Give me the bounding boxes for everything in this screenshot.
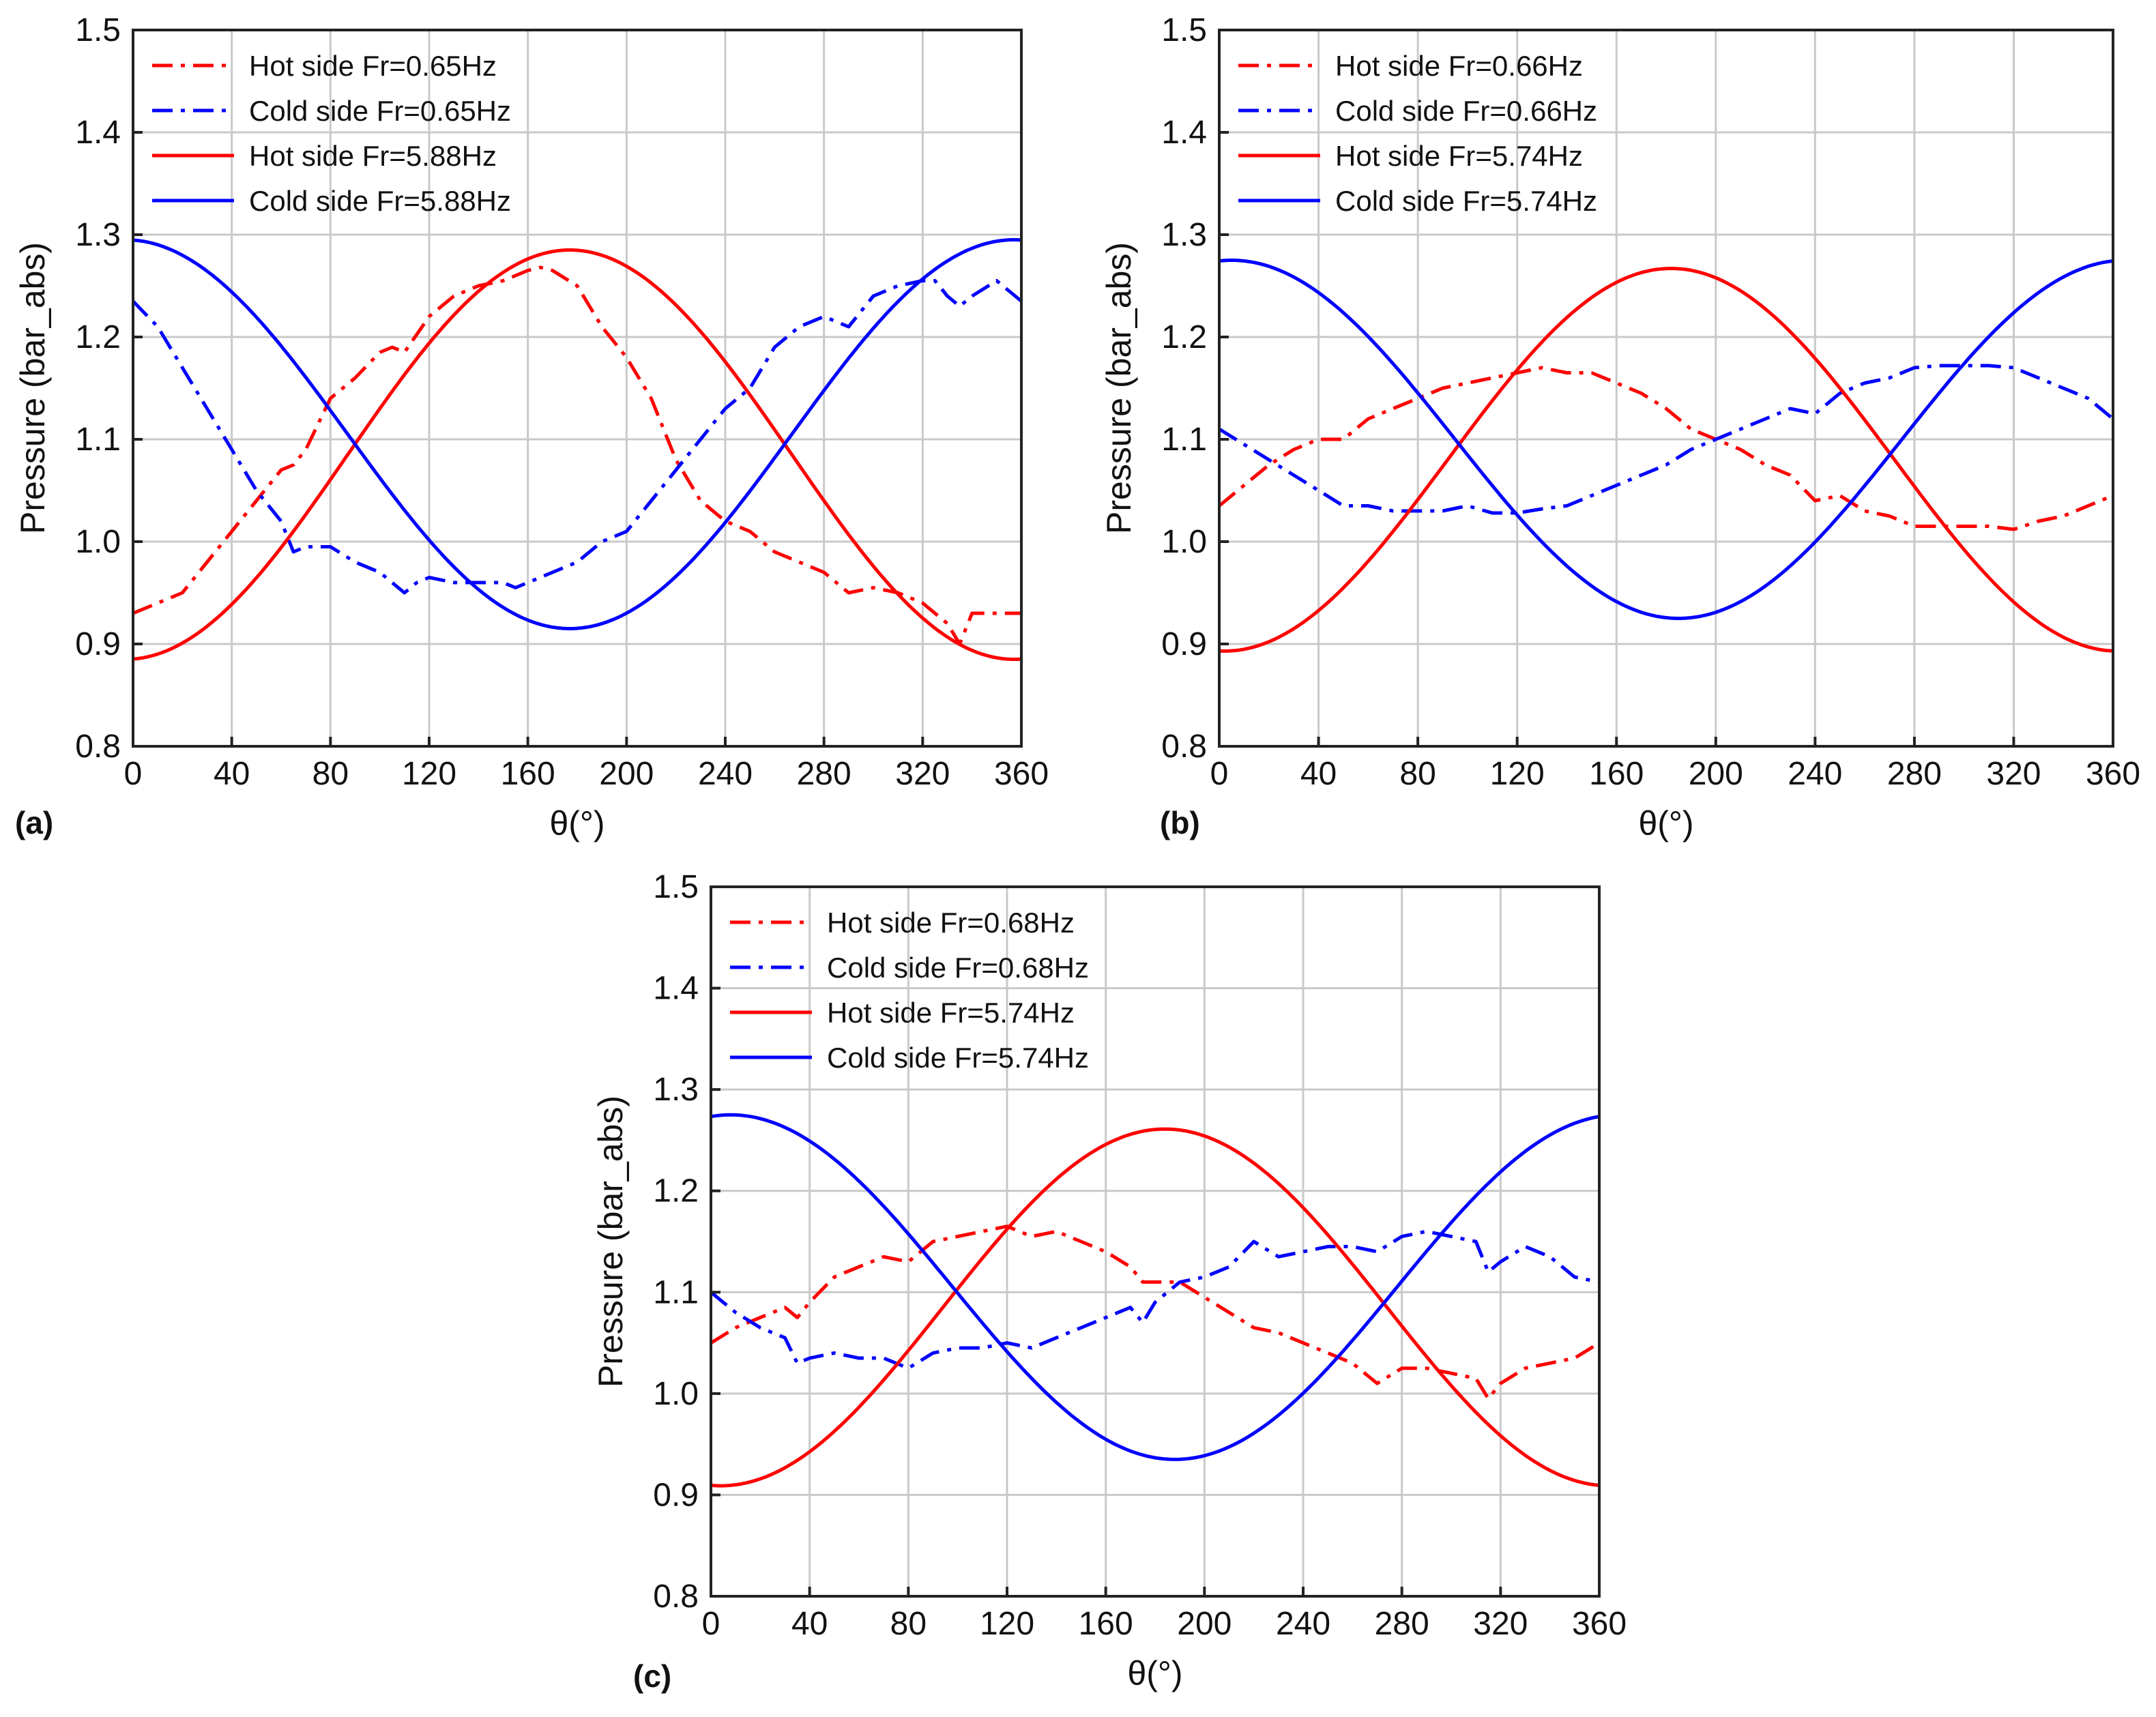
y-tick-label: 1.1 bbox=[653, 1274, 699, 1310]
y-tick-label: 0.8 bbox=[653, 1579, 699, 1615]
y-axis-title: Pressure (bar_abs) bbox=[592, 1096, 630, 1388]
x-axis-title: θ(°) bbox=[1127, 1654, 1182, 1692]
x-tick-label: 80 bbox=[1399, 756, 1436, 792]
panel-label: (a) bbox=[15, 805, 53, 840]
series-line-2 bbox=[1218, 364, 2114, 515]
y-tick-label: 1.3 bbox=[653, 1072, 699, 1108]
y-tick-label: 1.3 bbox=[75, 217, 121, 253]
plot-frame bbox=[1218, 29, 2114, 748]
legend-entry: Hot side Fr=5.74Hz bbox=[1335, 140, 1583, 172]
y-tick-label: 1.0 bbox=[1161, 524, 1207, 560]
legend: Hot side Fr=0.65Hz Cold side Fr=0.65Hz Hot… bbox=[152, 50, 511, 217]
x-tick-label: 0 bbox=[702, 1606, 720, 1642]
panel-label: (b) bbox=[1160, 805, 1200, 840]
x-tick-label: 200 bbox=[599, 756, 654, 792]
x-tick-label: 160 bbox=[1589, 756, 1644, 792]
legend-entry: Cold side Fr=0.66Hz bbox=[1335, 95, 1597, 127]
legend-entry: Hot side Fr=0.68Hz bbox=[827, 907, 1075, 939]
x-tick-label: 280 bbox=[1375, 1606, 1429, 1642]
x-tick-label: 80 bbox=[312, 756, 349, 792]
x-tick-label: 240 bbox=[1788, 756, 1842, 792]
x-tick-label: 40 bbox=[1300, 756, 1337, 792]
plot-frame bbox=[710, 885, 1601, 1598]
x-tick-label: 40 bbox=[791, 1606, 828, 1642]
y-axis-title: Pressure (bar_abs) bbox=[1100, 242, 1138, 534]
series-line-3 bbox=[132, 248, 1022, 661]
x-tick-label: 120 bbox=[980, 1606, 1034, 1642]
x-tick-label: 0 bbox=[124, 756, 143, 792]
plot-frame bbox=[132, 29, 1023, 748]
x-tick-label: 120 bbox=[402, 756, 456, 792]
y-tick-label: 1.2 bbox=[653, 1173, 699, 1209]
x-tick-label: 320 bbox=[1986, 756, 2041, 792]
x-tick-label: 200 bbox=[1177, 1606, 1232, 1642]
y-tick-label: 1.4 bbox=[75, 115, 121, 151]
y-axis-title: Pressure (bar_abs) bbox=[14, 242, 52, 534]
x-tick-label: 320 bbox=[1473, 1606, 1528, 1642]
y-tick-label: 1.5 bbox=[1161, 12, 1207, 48]
series-line-2 bbox=[710, 1229, 1600, 1370]
series-line-4 bbox=[710, 1113, 1600, 1461]
legend-entry: Cold side Fr=5.88Hz bbox=[249, 185, 511, 217]
y-tick-label: 1.3 bbox=[1161, 217, 1207, 253]
legend-entry: Cold side Fr=5.74Hz bbox=[1335, 185, 1597, 217]
chart-panel-3: 0 40 80 120 160 200 240 280 320 360 0.8 0.9 1.0 1.1 1.… bbox=[592, 869, 1627, 1694]
y-tick-label: 1.5 bbox=[75, 12, 121, 48]
y-tick-label: 0.9 bbox=[1161, 626, 1207, 662]
x-tick-label: 360 bbox=[994, 756, 1049, 792]
y-tick-label: 0.8 bbox=[1161, 729, 1207, 765]
series-line-2 bbox=[132, 279, 1023, 595]
y-tick-label: 1.2 bbox=[75, 319, 121, 355]
y-tick-label: 1.4 bbox=[653, 971, 699, 1007]
series-line-1 bbox=[132, 265, 1021, 646]
x-tick-label: 160 bbox=[1079, 1606, 1133, 1642]
x-axis-title: θ(°) bbox=[549, 804, 604, 842]
x-tick-label: 360 bbox=[1572, 1606, 1627, 1642]
x-tick-label: 120 bbox=[1490, 756, 1545, 792]
legend-entry: Cold side Fr=0.68Hz bbox=[827, 952, 1089, 984]
chart-panel-1: 0 40 80 120 160 200 240 280 320 360 0.8 0.9 1.0 1.1 1.… bbox=[14, 12, 1049, 842]
x-tick-label: 280 bbox=[797, 756, 851, 792]
legend-entry: Cold side Fr=0.65Hz bbox=[249, 95, 511, 127]
x-tick-label: 40 bbox=[214, 756, 250, 792]
y-tick-label: 1.1 bbox=[75, 422, 121, 458]
y-tick-label: 0.9 bbox=[653, 1477, 699, 1513]
y-tick-label: 1.5 bbox=[653, 869, 699, 905]
x-tick-label: 80 bbox=[890, 1606, 927, 1642]
chart-panel-2: 0 40 80 120 160 200 240 280 320 360 0.8 0.9 1.0 1.1 1.… bbox=[1100, 12, 2140, 842]
panel-label: (c) bbox=[633, 1658, 671, 1694]
x-tick-label: 360 bbox=[2086, 756, 2140, 792]
x-tick-label: 200 bbox=[1689, 756, 1743, 792]
y-tick-label: 0.9 bbox=[75, 626, 121, 662]
x-tick-label: 240 bbox=[1276, 1606, 1330, 1642]
y-tick-label: 1.0 bbox=[75, 524, 121, 560]
y-tick-label: 1.1 bbox=[1161, 422, 1207, 458]
y-tick-label: 1.2 bbox=[1161, 319, 1207, 355]
x-tick-label: 280 bbox=[1887, 756, 1942, 792]
legend-entry: Hot side Fr=5.74Hz bbox=[827, 997, 1075, 1029]
x-tick-label: 240 bbox=[698, 756, 753, 792]
y-tick-label: 1.4 bbox=[1161, 115, 1207, 151]
legend-entry: Hot side Fr=0.65Hz bbox=[249, 50, 497, 82]
series-line-1 bbox=[1218, 366, 2114, 531]
y-tick-label: 0.8 bbox=[75, 729, 121, 765]
legend: Hot side Fr=0.68Hz Cold side Fr=0.68Hz Hot… bbox=[730, 907, 1089, 1074]
legend-entry: Hot side Fr=0.66Hz bbox=[1335, 50, 1583, 82]
legend: Hot side Fr=0.66Hz Cold side Fr=0.66Hz Hot… bbox=[1238, 50, 1597, 217]
x-tick-label: 320 bbox=[895, 756, 950, 792]
legend-entry: Hot side Fr=5.88Hz bbox=[249, 140, 497, 172]
x-tick-label: 0 bbox=[1210, 756, 1229, 792]
series-line-4 bbox=[1219, 259, 2114, 620]
series-line-3 bbox=[1219, 267, 2114, 653]
series-line-4 bbox=[132, 238, 1022, 630]
y-tick-label: 1.0 bbox=[653, 1376, 699, 1412]
legend-entry: Cold side Fr=5.74Hz bbox=[827, 1042, 1089, 1074]
x-tick-label: 160 bbox=[501, 756, 555, 792]
x-axis-title: θ(°) bbox=[1638, 804, 1693, 842]
series-line-1 bbox=[710, 1224, 1601, 1400]
series-line-3 bbox=[710, 1127, 1600, 1488]
